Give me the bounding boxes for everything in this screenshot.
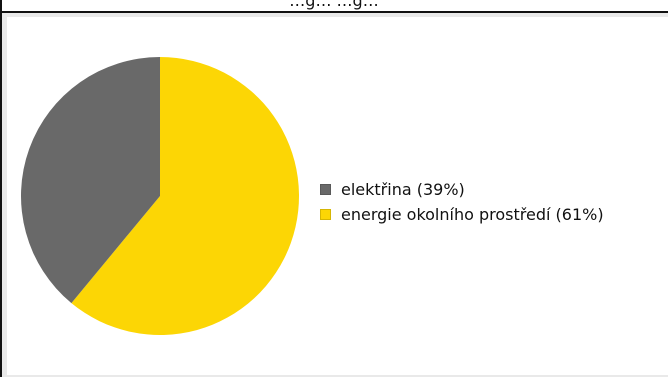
legend-swatch-1 bbox=[320, 209, 331, 220]
window-title: …g… …g… bbox=[289, 0, 379, 10]
legend-swatch-0 bbox=[320, 184, 331, 195]
title-bar: …g… …g… bbox=[0, 0, 668, 13]
pie-chart bbox=[21, 57, 299, 335]
chart-legend: elektřina (39%) energie okolního prostře… bbox=[320, 177, 604, 227]
pie-slices bbox=[21, 57, 299, 335]
pie-slice-0 bbox=[21, 57, 161, 304]
legend-item-0: elektřina (39%) bbox=[320, 177, 604, 202]
chart-panel: elektřina (39%) energie okolního prostře… bbox=[7, 17, 668, 375]
legend-item-1: energie okolního prostředí (61%) bbox=[320, 202, 604, 227]
window-left-border bbox=[0, 0, 2, 377]
pie-slice-1 bbox=[71, 57, 299, 335]
legend-label-1: energie okolního prostředí (61%) bbox=[341, 205, 604, 224]
legend-label-0: elektřina (39%) bbox=[341, 180, 465, 199]
